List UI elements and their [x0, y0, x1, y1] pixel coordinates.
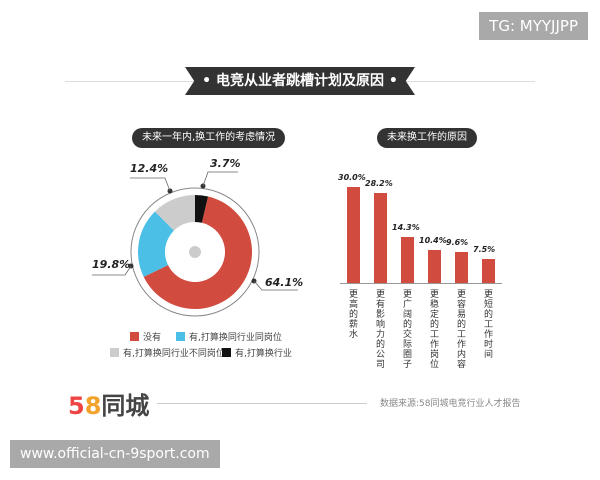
- bar-value-label: 9.6%: [446, 238, 469, 248]
- donut-slice: [195, 195, 209, 223]
- legend-label: 有,打算换行业: [235, 349, 292, 359]
- bar: [347, 187, 360, 283]
- donut-slice: [138, 211, 174, 277]
- bar-category-label: 更稳定的工作岗位: [428, 289, 438, 369]
- legend-swatch: [130, 332, 139, 341]
- bar-category-label: 更容易的工作内容: [455, 289, 465, 369]
- bar-value-label: 14.3%: [392, 223, 420, 233]
- leader-line: [130, 177, 171, 192]
- legend-label: 有,打算换同行业不同岗位: [123, 349, 225, 359]
- donut-slice: [154, 195, 195, 231]
- bar-axis: [340, 283, 502, 284]
- donut-slice: [143, 196, 253, 309]
- legend-item-change-industry: 有,打算换行业: [222, 346, 292, 359]
- bar-category-label: 更广阔的交际圈子: [401, 289, 411, 369]
- bar-value-label: 10.4%: [419, 235, 447, 245]
- bar-category-label: 更有影响力的公司: [374, 289, 384, 369]
- page-title: • 电竞从业者跳槽计划及原因 •: [185, 67, 415, 95]
- legend-swatch: [176, 332, 185, 341]
- bar: [455, 252, 468, 283]
- watermark-bottom: www.official-cn-9sport.com: [10, 440, 220, 468]
- logo-58: 58同城: [68, 392, 150, 420]
- bar-title: 未来换工作的原因: [377, 128, 477, 148]
- legend-item-diff-role: 有,打算换同行业不同岗位: [110, 346, 225, 359]
- donut-center-dot: [189, 246, 201, 258]
- legend-swatch: [110, 348, 119, 357]
- page-title-text: 电竞从业者跳槽计划及原因: [216, 73, 384, 89]
- legend-label: 没有: [143, 333, 162, 343]
- leader-line: [253, 280, 298, 291]
- bar-category-label: 更高的薪水: [347, 289, 357, 339]
- legend-item-none: 没有: [130, 330, 161, 343]
- pie-label-red: 64.1%: [265, 276, 304, 289]
- legend-swatch: [222, 348, 231, 357]
- bar: [374, 192, 387, 283]
- pie-label-gray: 12.4%: [130, 162, 169, 175]
- donut-outline: [130, 187, 260, 317]
- legend-label: 有,打算换同行业同岗位: [189, 333, 282, 343]
- bar-value-label: 30.0%: [338, 173, 366, 182]
- footer-rule: [157, 403, 367, 404]
- bar-value-label: 28.2%: [365, 178, 393, 188]
- legend-item-same-role: 有,打算换同行业同岗位: [176, 330, 282, 343]
- bar-category-label: 更短的工作时间: [482, 289, 492, 359]
- bar: [401, 237, 414, 283]
- watermark-top: TG: MYYJJPP: [479, 12, 588, 40]
- pie-label-blue: 19.8%: [92, 258, 131, 271]
- leader-line: [202, 171, 238, 187]
- bar: [482, 259, 495, 283]
- bar-value-label: 7.5%: [473, 245, 496, 254]
- data-source: 数据来源:58同城电竞行业人才报告: [380, 399, 521, 409]
- bar: [428, 249, 441, 283]
- leader-line: [92, 265, 132, 276]
- pie-label-black: 3.7%: [210, 157, 241, 170]
- pie-title: 未来一年内,换工作的考虑情况: [132, 128, 286, 148]
